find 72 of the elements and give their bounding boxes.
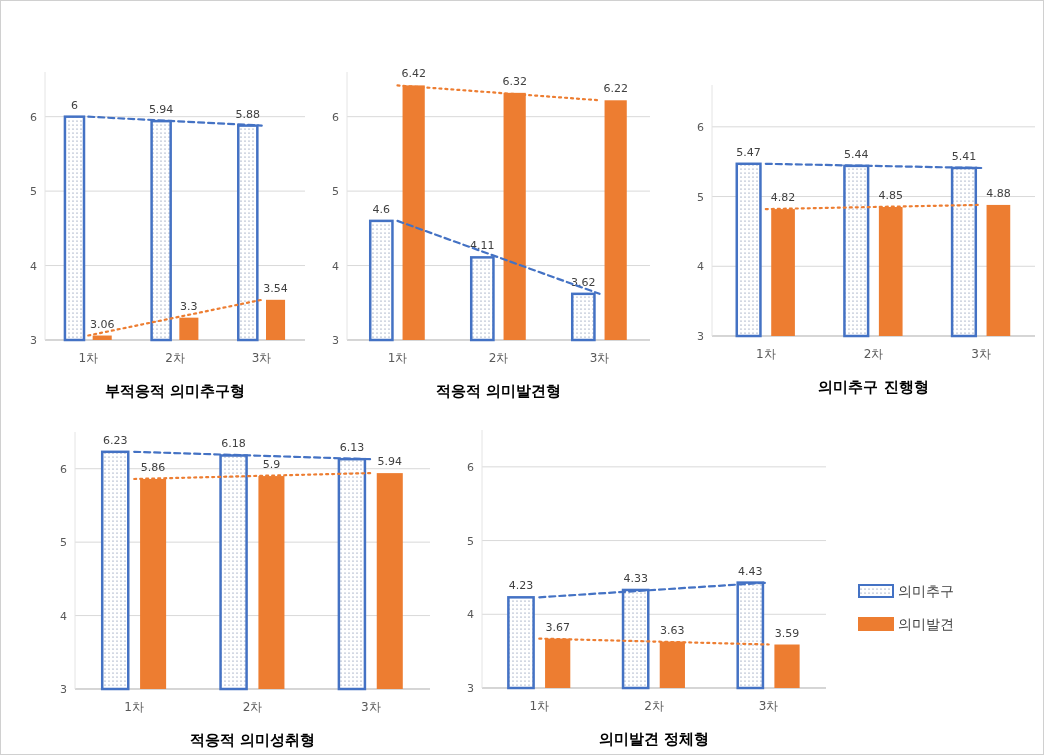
- data-label: 4.82: [770, 191, 796, 205]
- data-label: 5.44: [844, 147, 869, 161]
- data-label: 5.47: [736, 145, 761, 159]
- y-tick-label: 4: [697, 260, 704, 274]
- x-tick-label: 2차: [644, 699, 664, 713]
- data-label: 4.33: [623, 571, 648, 585]
- text: 의미발견 정체형: [598, 730, 710, 748]
- y-tick-label: 4: [60, 609, 67, 623]
- data-label: 3.67: [545, 620, 570, 634]
- data-label: 5.94: [148, 103, 174, 117]
- x-tick-label: 2차: [488, 351, 509, 365]
- data-label: 6.13: [339, 441, 365, 455]
- data-label: 6.42: [401, 67, 426, 81]
- data-label: 3.59: [774, 626, 800, 640]
- x-tick-label: 3차: [361, 700, 381, 714]
- y-tick-label: 3: [60, 683, 67, 696]
- x-tick-label: 1차: [124, 700, 144, 714]
- x-tick-label: 1차: [529, 699, 550, 713]
- data-label: 4.88: [986, 186, 1011, 200]
- text: 부적응적 의미추구형: [104, 382, 246, 400]
- data-label: 3.3: [180, 299, 198, 313]
- y-tick-label: 6: [60, 462, 67, 476]
- y-tick-label: 3: [697, 330, 704, 343]
- x-tick-label: 2차: [863, 347, 884, 361]
- x-tick-label: 3차: [589, 351, 610, 365]
- x-tick-label: 1차: [78, 351, 99, 365]
- x-tick-label: 3차: [971, 347, 991, 361]
- text: 적응적 의미발견형: [435, 382, 562, 400]
- data-label: 3.06: [89, 317, 115, 331]
- y-tick-label: 3: [332, 334, 339, 347]
- y-tick-label: 5: [332, 185, 339, 199]
- y-tick-label: 3: [467, 682, 474, 695]
- text: 의미추구 진행형: [818, 378, 929, 396]
- x-tick-label: 2차: [242, 700, 263, 714]
- text: 적응적 의미성취형: [189, 731, 316, 749]
- data-label: 4.85: [878, 189, 903, 203]
- data-label: 5.88: [235, 107, 261, 121]
- data-label: 4.6: [372, 202, 391, 216]
- x-tick-label: 2차: [165, 351, 185, 365]
- y-tick-label: 5: [30, 185, 37, 199]
- x-tick-label: 1차: [387, 351, 408, 365]
- data-label: 3.63: [660, 623, 685, 637]
- data-label: 6.32: [502, 74, 527, 88]
- data-label: 6.22: [603, 82, 628, 96]
- x-tick-label: 3차: [758, 699, 779, 713]
- y-tick-label: 4: [467, 608, 474, 622]
- y-tick-label: 5: [467, 534, 474, 548]
- data-label: 5.94: [377, 455, 403, 469]
- x-tick-label: 1차: [756, 347, 776, 361]
- y-tick-label: 6: [697, 120, 704, 134]
- data-label: 4.23: [508, 579, 534, 593]
- legend-label: 의미발견: [898, 616, 954, 632]
- data-label: 6: [70, 98, 78, 112]
- data-label: 3.62: [571, 275, 596, 289]
- data-label: 3.54: [263, 281, 288, 295]
- legend-label: 의미추구: [898, 583, 954, 599]
- data-label: 4.11: [470, 239, 495, 253]
- y-tick-label: 6: [30, 110, 37, 124]
- y-tick-label: 5: [697, 190, 704, 204]
- y-tick-label: 6: [332, 110, 339, 124]
- data-label: 6.23: [102, 433, 128, 447]
- y-tick-label: 5: [60, 536, 67, 550]
- y-tick-label: 4: [332, 259, 339, 273]
- x-tick-label: 3차: [251, 351, 272, 365]
- data-label: 5.86: [140, 460, 166, 474]
- y-tick-label: 6: [467, 460, 474, 474]
- data-label: 6.18: [221, 437, 246, 451]
- y-tick-label: 4: [30, 259, 37, 273]
- y-tick-label: 3: [30, 334, 37, 347]
- data-label: 4.43: [738, 564, 763, 578]
- data-label: 5.9: [262, 458, 281, 472]
- data-label: 5.41: [951, 149, 977, 163]
